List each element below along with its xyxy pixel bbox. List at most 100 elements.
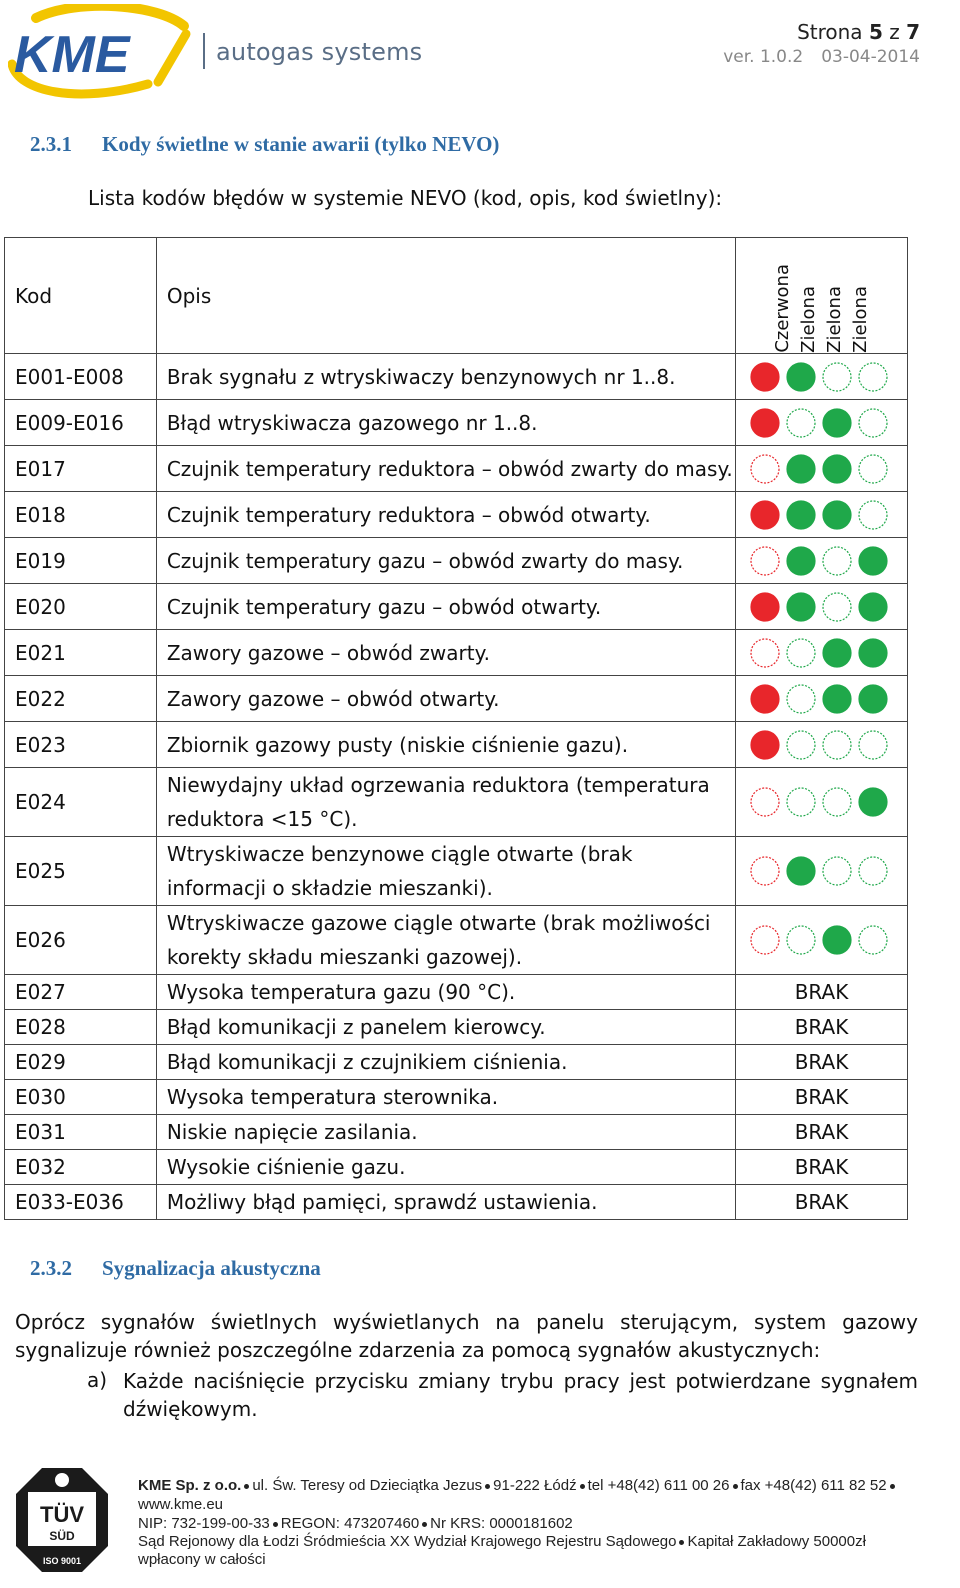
table-row: E017 Czujnik temperatury reduktora – obwó…	[4, 445, 908, 492]
lamp-group	[749, 453, 888, 484]
row-desc: Zbiornik gazowy pusty (niskie ciśnienie …	[155, 721, 737, 768]
row-desc: Błąd wtryskiwacza gazowego nr 1..8.	[155, 399, 737, 446]
row-brak: BRAK	[735, 1114, 908, 1150]
intro-text: Lista kodów błędów w systemie NEVO (kod,…	[88, 186, 723, 210]
row-code: E021	[4, 629, 157, 676]
row-light-code	[735, 583, 908, 630]
header-light-3: Zielona	[823, 285, 845, 353]
section-title: Sygnalizacja akustyczna	[102, 1256, 321, 1280]
lamp-group	[749, 499, 888, 530]
footer-paid: wpłacony w całości	[138, 1551, 266, 1568]
table-row: E023 Zbiornik gazowy pusty (niskie ciśnie…	[4, 721, 908, 768]
row-code: E023	[4, 721, 157, 768]
row-code: E027	[4, 974, 157, 1010]
row-light-code	[735, 491, 908, 538]
red-lamp-off	[749, 637, 780, 668]
green-lamp-on	[785, 591, 816, 622]
green-lamp-off	[857, 856, 888, 886]
green-lamp-on	[857, 545, 888, 576]
row-brak: BRAK	[735, 1149, 908, 1185]
list-marker: a)	[87, 1368, 108, 1392]
section-number: 2.3.2	[30, 1256, 72, 1280]
paragraph-line-1: Oprócz sygnałów świetlnych wyświetlanych…	[15, 1310, 918, 1334]
list-item-line-2: dźwiękowym.	[123, 1397, 258, 1421]
green-lamp-off	[821, 361, 852, 392]
table-row: E021 Zawory gazowe – obwód zwarty.	[4, 629, 908, 676]
green-lamp-off	[785, 925, 816, 955]
table-row: E033-E036 Możliwy błąd pamięci, sprawdź u…	[4, 1184, 908, 1220]
row-code: E019	[4, 537, 157, 584]
table-row: E001-E008 Brak sygnału z wtryskiwaczy ben…	[4, 353, 908, 400]
row-desc: Czujnik temperatury reduktora – obwód ot…	[155, 491, 737, 538]
footer-line-3: NIP: 732-199-00-33 REGON: 473207460 Nr KRS…	[138, 1514, 573, 1533]
lamp-group	[749, 856, 888, 886]
green-lamp-off	[857, 729, 888, 760]
table-row: E018 Czujnik temperatury reduktora – obwó…	[4, 491, 908, 538]
row-code: E026	[4, 905, 157, 975]
green-lamp-off	[857, 925, 888, 955]
table-row: E025 Wtryskiwacze benzynowe ciągle otwart…	[4, 836, 908, 906]
version: ver. 1.0.2	[723, 47, 804, 67]
row-light-code	[735, 721, 908, 768]
green-lamp-on	[857, 683, 888, 714]
page-of: z	[889, 20, 900, 44]
row-desc: Wysokie ciśnienie gazu.	[155, 1149, 737, 1185]
tuv-cert-logo: TÜV SÜD ISO 9001	[16, 1468, 108, 1572]
row-light-code	[735, 767, 908, 837]
green-lamp-on	[821, 637, 852, 668]
row-code: E020	[4, 583, 157, 630]
row-desc: Wysoka temperatura sterownika.	[155, 1079, 737, 1115]
row-desc: Wtryskiwacze gazowe ciągle otwarte (brak…	[155, 905, 737, 975]
row-desc: Czujnik temperatury gazu – obwód zwarty …	[155, 537, 737, 584]
kme-logo: KME	[8, 4, 191, 99]
green-lamp-on	[821, 499, 852, 530]
green-lamp-off	[857, 361, 888, 392]
footer-nip: NIP: 732-199-00-33	[138, 1515, 270, 1532]
green-lamp-on	[821, 683, 852, 714]
green-lamp-on	[857, 787, 888, 817]
row-code: E009-E016	[4, 399, 157, 446]
table-row: E026 Wtryskiwacze gazowe ciągle otwarte (…	[4, 905, 908, 975]
logo-text: KME	[14, 26, 131, 84]
row-desc: Możliwy błąd pamięci, sprawdź ustawienia…	[155, 1184, 737, 1220]
row-code: E018	[4, 491, 157, 538]
green-lamp-on	[785, 545, 816, 576]
green-lamp-on	[821, 925, 852, 955]
green-lamp-off	[821, 729, 852, 760]
row-code: E022	[4, 675, 157, 722]
green-lamp-on	[785, 499, 816, 530]
version-info: ver. 1.0.2 03-04-2014	[723, 47, 920, 67]
footer-tel: tel +48(42) 611 00 26	[587, 1477, 730, 1494]
footer-web[interactable]: www.kme.eu	[138, 1496, 224, 1513]
table-row: E032 Wysokie ciśnienie gazu. BRAK	[4, 1149, 908, 1185]
row-light-code	[735, 836, 908, 906]
row-code: E032	[4, 1149, 157, 1185]
green-lamp-off	[785, 637, 816, 668]
row-code: E028	[4, 1009, 157, 1045]
row-desc: Czujnik temperatury gazu – obwód otwarty…	[155, 583, 737, 630]
red-lamp-on	[749, 499, 780, 530]
row-light-code	[735, 399, 908, 446]
green-lamp-off	[857, 453, 888, 484]
table-row: E031 Niskie napięcie zasilania. BRAK	[4, 1114, 908, 1150]
section-heading-232: 2.3.2 Sygnalizacja akustyczna	[30, 1256, 321, 1281]
red-lamp-off	[749, 925, 780, 955]
table-row: E028 Błąd komunikacji z panelem kierowcy.…	[4, 1009, 908, 1045]
cert-sub: SÜD	[49, 1528, 75, 1543]
lamp-group	[749, 683, 888, 714]
red-lamp-off	[749, 545, 780, 576]
section-heading-231: 2.3.1 Kody świetlne w stanie awarii (tylk…	[30, 132, 499, 157]
row-desc: Brak sygnału z wtryskiwaczy benzynowych …	[155, 353, 737, 400]
lamp-group	[749, 591, 888, 622]
page-prefix: Strona	[797, 20, 863, 44]
lamp-group	[749, 545, 888, 576]
row-desc: Zawory gazowe – obwód zwarty.	[155, 629, 737, 676]
paragraph-line-2: sygnalizuje również poszczególne zdarzen…	[15, 1338, 821, 1362]
table-row: E022 Zawory gazowe – obwód otwarty.	[4, 675, 908, 722]
row-code: E025	[4, 836, 157, 906]
list-item-line-1: Każde naciśnięcie przycisku zmiany trybu…	[123, 1369, 918, 1393]
footer-court: Sąd Rejonowy dla Łodzi Śródmieścia XX Wy…	[138, 1533, 677, 1550]
table-header-row: Kod Opis Czerwona Zielona Zielona Zielon…	[4, 237, 908, 354]
cert-name: TÜV	[40, 1502, 84, 1527]
green-lamp-off	[821, 856, 852, 886]
